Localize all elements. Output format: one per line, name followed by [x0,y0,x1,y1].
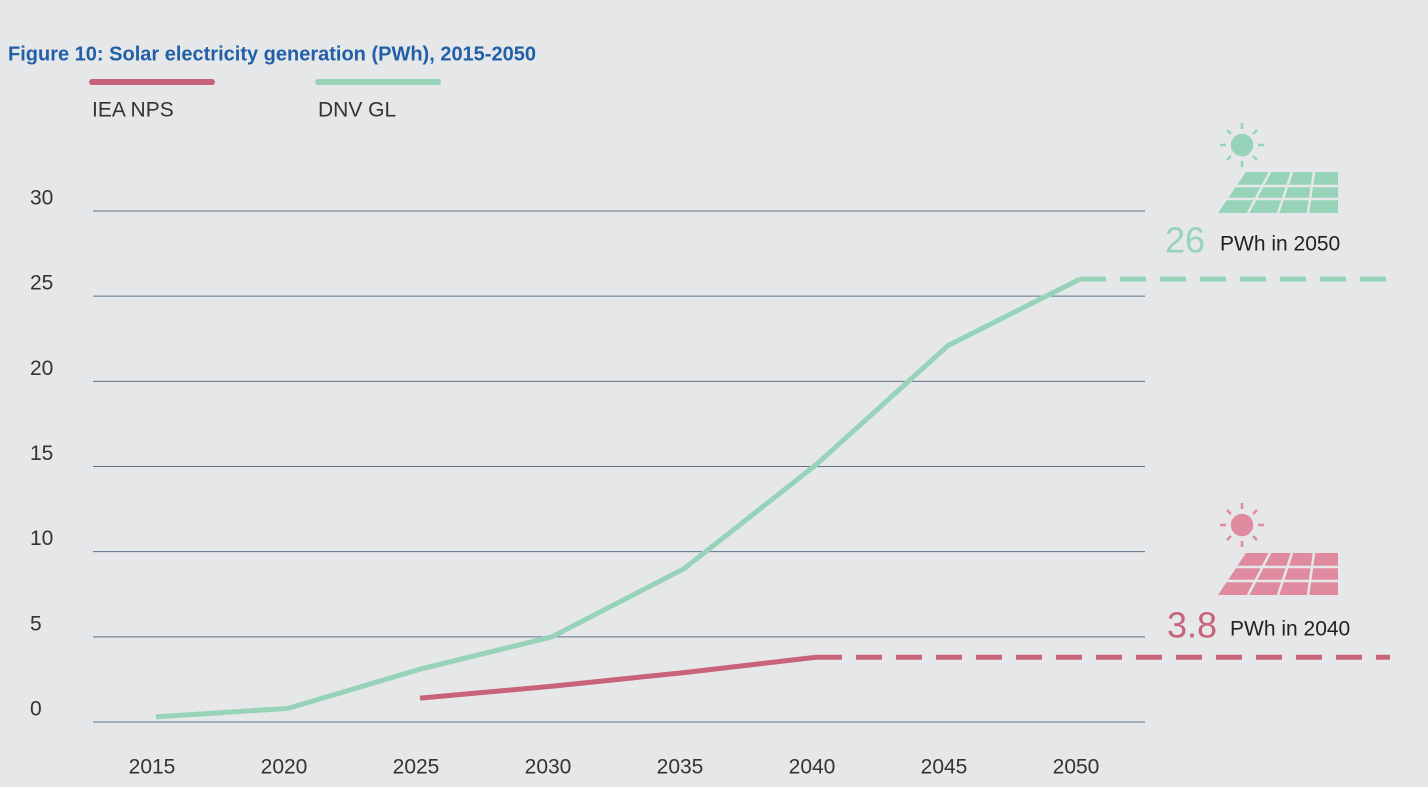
sun-icon [1220,503,1264,547]
x-tick-label: 2015 [129,756,176,779]
annotation-text: PWh in 2050 [1220,233,1340,256]
x-tick-label: 2030 [525,756,572,779]
x-tick-label: 2020 [261,756,308,779]
series-line [419,654,817,701]
chart-title: Figure 10: Solar electricity generation … [8,43,536,65]
series-line [155,276,1082,720]
y-tick-label: 5 [30,612,42,635]
y-tick-label: 20 [30,357,53,380]
annotation-value: 26 [1165,220,1205,261]
legend-label: IEA NPS [92,99,174,122]
x-tick-label: 2035 [657,756,704,779]
y-tick-label: 0 [30,698,42,721]
sun-icon [1220,123,1264,167]
annotation-value: 3.8 [1167,605,1217,646]
annotation-text: PWh in 2040 [1230,618,1350,641]
legend-label: DNV GL [318,99,396,122]
x-tick-label: 2040 [789,756,836,779]
y-tick-label: 15 [30,442,53,465]
x-tick-label: 2045 [921,756,968,779]
y-tick-label: 30 [30,187,53,210]
x-tick-label: 2025 [393,756,440,779]
panel-icon [1218,552,1338,596]
y-tick-label: 25 [30,272,53,295]
y-tick-label: 10 [30,527,53,550]
panel-icon [1218,171,1338,214]
x-tick-label: 2050 [1053,756,1100,779]
